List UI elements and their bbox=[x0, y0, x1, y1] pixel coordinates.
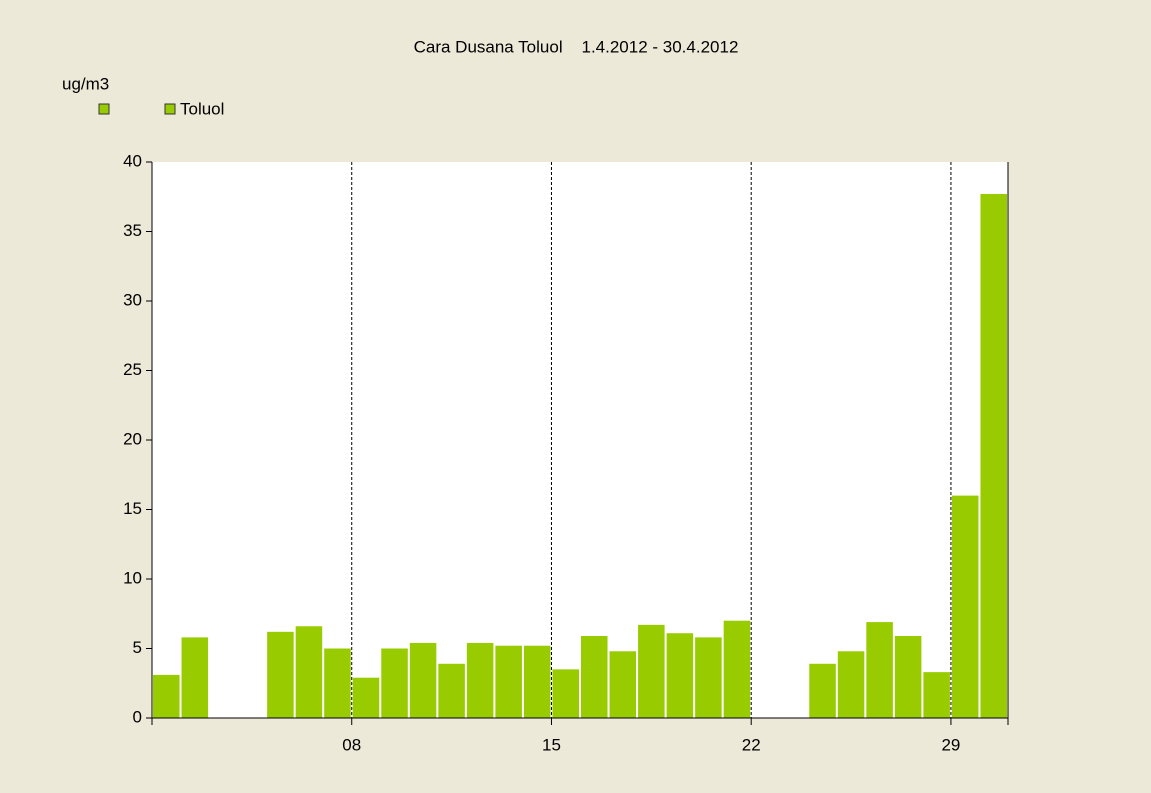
bar bbox=[980, 193, 1007, 719]
bar bbox=[723, 620, 751, 718]
bar bbox=[666, 633, 694, 718]
bar bbox=[809, 663, 836, 718]
bar bbox=[295, 626, 323, 718]
bar bbox=[552, 669, 579, 718]
bar bbox=[951, 495, 979, 718]
plot-area bbox=[152, 162, 1008, 718]
bar bbox=[381, 648, 408, 718]
y-tick-label: 0 bbox=[133, 707, 142, 726]
legend-swatch bbox=[164, 103, 176, 115]
y-tick-label: 25 bbox=[123, 360, 142, 379]
x-tick-label: 15 bbox=[542, 735, 561, 754]
bar bbox=[466, 642, 494, 718]
bar bbox=[438, 663, 465, 718]
y-tick-label: 35 bbox=[123, 221, 142, 240]
bar bbox=[352, 677, 380, 718]
y-tick-label: 10 bbox=[123, 568, 142, 587]
bar bbox=[894, 635, 922, 718]
y-tick-label: 40 bbox=[123, 151, 142, 170]
bar bbox=[581, 635, 608, 718]
bar bbox=[181, 637, 209, 718]
x-tick-label: 22 bbox=[742, 735, 761, 754]
legend-label: Toluol bbox=[180, 99, 224, 118]
bar bbox=[523, 645, 551, 718]
y-tick-label: 15 bbox=[123, 499, 142, 518]
bar bbox=[495, 645, 522, 718]
bar bbox=[923, 672, 950, 718]
bar bbox=[409, 642, 437, 718]
bar bbox=[324, 648, 351, 718]
y-tick-label: 20 bbox=[123, 429, 142, 448]
x-tick-label: 29 bbox=[941, 735, 960, 754]
bar bbox=[695, 637, 722, 718]
legend-swatch-decor bbox=[98, 103, 110, 115]
bar bbox=[153, 674, 180, 718]
chart-title: Cara Dusana Toluol 1.4.2012 - 30.4.2012 bbox=[414, 37, 739, 56]
bar bbox=[267, 631, 294, 718]
bar bbox=[866, 622, 893, 718]
bar bbox=[609, 651, 637, 718]
bar bbox=[837, 651, 865, 718]
y-axis-label: ug/m3 bbox=[62, 74, 109, 93]
bar bbox=[638, 624, 665, 718]
x-tick-label: 08 bbox=[342, 735, 361, 754]
y-tick-label: 5 bbox=[133, 638, 142, 657]
y-tick-label: 30 bbox=[123, 290, 142, 309]
